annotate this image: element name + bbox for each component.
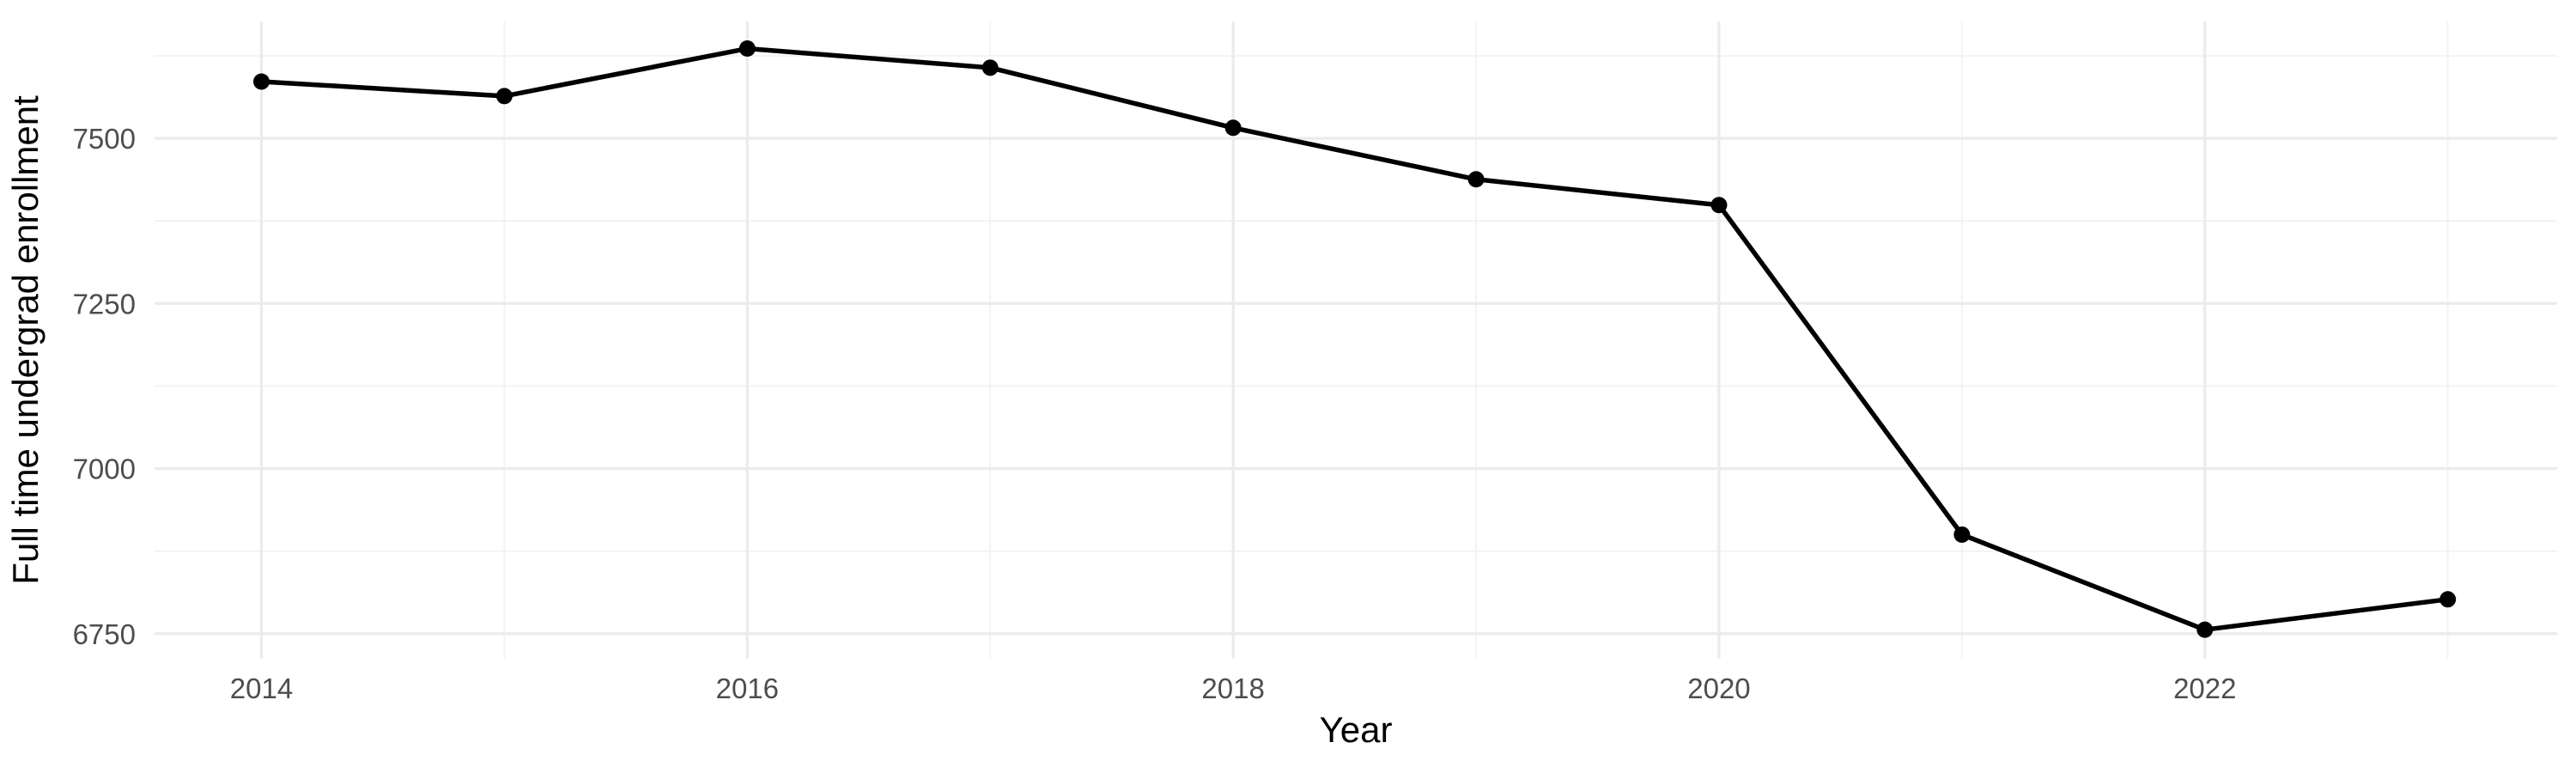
data-point: [495, 88, 513, 105]
y-axis-title: Full time undergrad enrollment: [5, 95, 46, 585]
tick-labels: 7500 7250 7000 6750 2014 2016 2018 2020 2022: [73, 123, 2237, 704]
y-tick-label: 7000: [73, 453, 136, 485]
data-point: [1953, 526, 1971, 543]
data-point: [738, 40, 756, 58]
data-point: [1467, 171, 1485, 188]
data-point: [2196, 621, 2214, 638]
x-axis-title: Year: [1320, 709, 1393, 750]
y-tick-label: 7500: [73, 123, 136, 155]
data-point: [1224, 119, 1242, 137]
x-tick-label: 2018: [1201, 673, 1264, 704]
x-tick-label: 2016: [716, 673, 779, 704]
x-tick-label: 2020: [1687, 673, 1750, 704]
y-tick-label: 7250: [73, 288, 136, 320]
x-tick-label: 2014: [230, 673, 293, 704]
x-tick-label: 2022: [2173, 673, 2236, 704]
major-gridlines: [155, 21, 2557, 659]
data-point: [981, 59, 999, 76]
minor-gridlines: [155, 21, 2557, 659]
data-point: [2439, 591, 2457, 608]
data-point: [1710, 197, 1728, 214]
data-point: [252, 73, 270, 90]
y-tick-label: 6750: [73, 618, 136, 650]
data-series: [252, 40, 2457, 638]
data-line: [261, 46, 2449, 632]
